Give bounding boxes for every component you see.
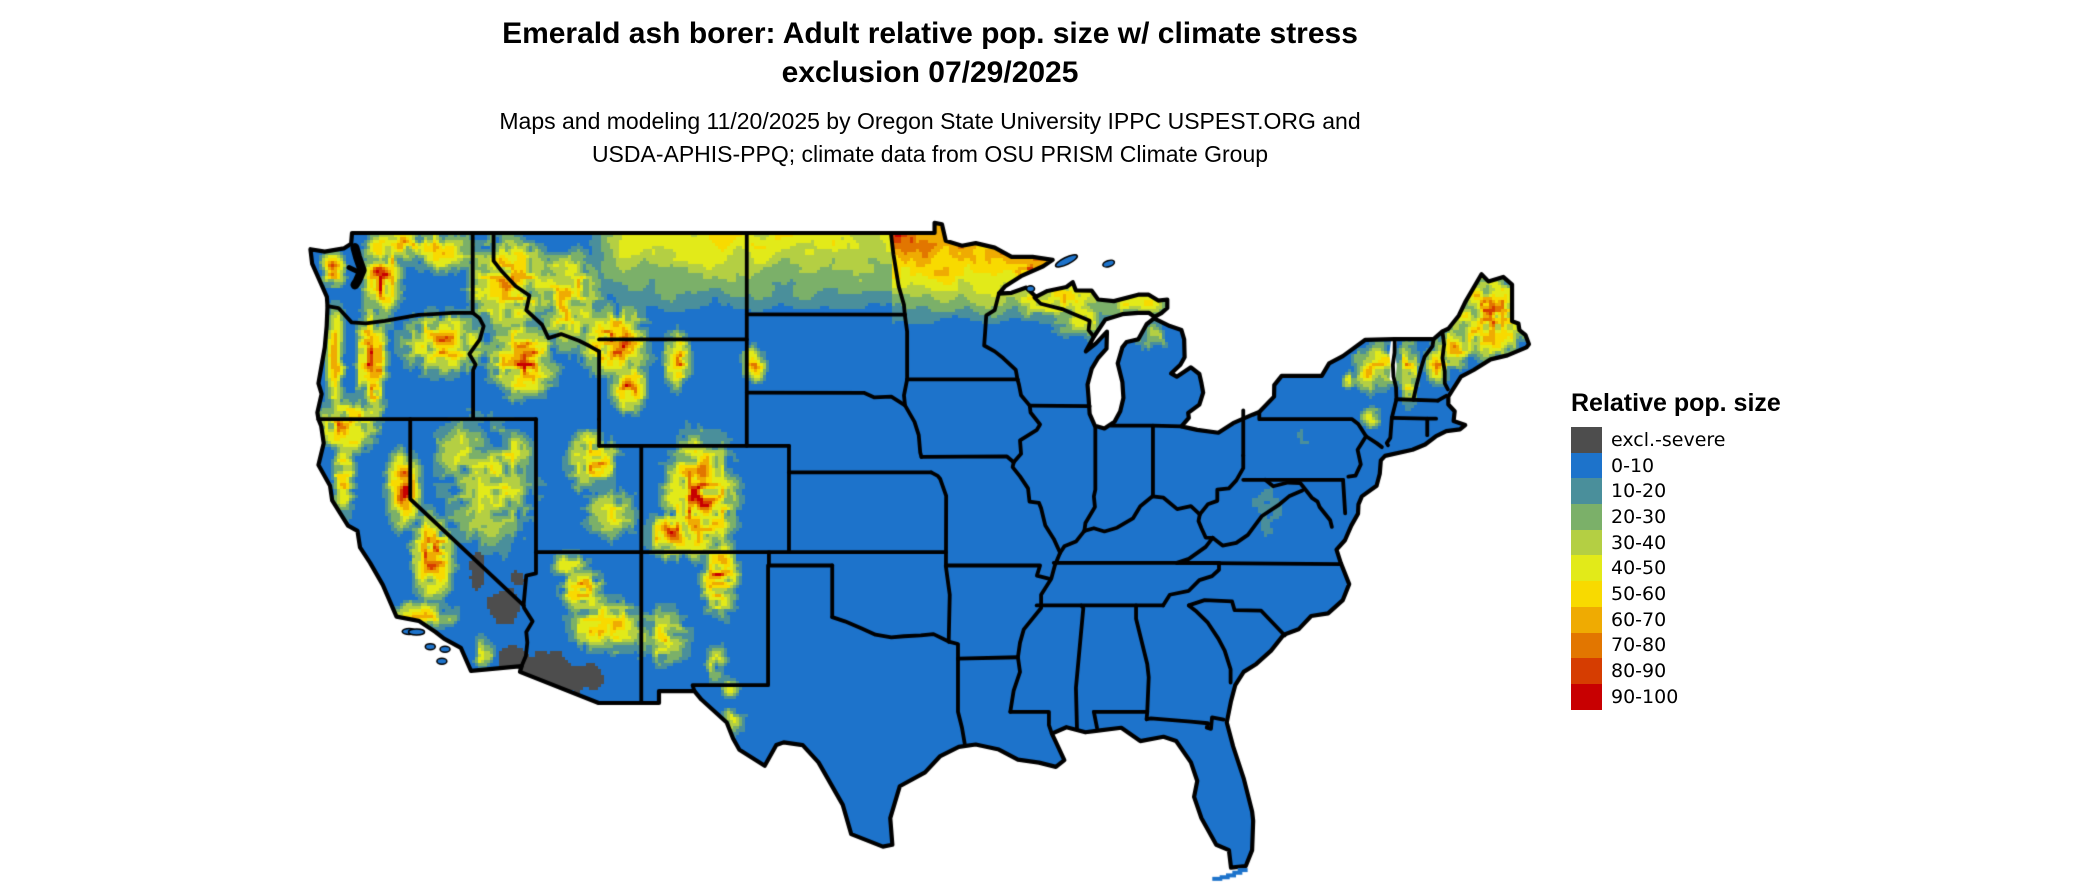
legend-item: 30-40: [1571, 529, 1781, 556]
legend-swatch: [1571, 683, 1602, 710]
page-title: Emerald ash borer: Adult relative pop. s…: [0, 14, 1860, 92]
legend-label: 60-70: [1611, 608, 1667, 631]
legend-label: 80-90: [1611, 660, 1667, 683]
header: Emerald ash borer: Adult relative pop. s…: [0, 14, 1860, 171]
legend-item: 20-30: [1571, 504, 1781, 530]
legend-swatch: [1571, 658, 1602, 684]
legend-item: 90-100: [1571, 683, 1781, 710]
legend-item: 70-80: [1571, 632, 1781, 659]
legend-title: Relative pop. size: [1571, 389, 1781, 417]
legend-label: 0-10: [1611, 454, 1655, 477]
legend-swatch: [1571, 581, 1602, 607]
legend-label: 20-30: [1611, 505, 1667, 528]
subtitle-line-1: Maps and modeling 11/20/2025 by Oregon S…: [499, 108, 1361, 134]
legend: Relative pop. size excl.-severe 0-10 10-20…: [1571, 390, 1781, 710]
legend-item: excl.-severe: [1571, 427, 1781, 453]
legend-item: 50-60: [1571, 581, 1781, 607]
legend-swatch: [1571, 632, 1602, 659]
title-line-1: Emerald ash borer: Adult relative pop. s…: [502, 17, 1358, 50]
legend-item: 80-90: [1571, 658, 1781, 684]
legend-label: 90-100: [1611, 685, 1679, 708]
legend-swatch: [1571, 555, 1602, 582]
legend-swatch: [1571, 504, 1602, 530]
page-subtitle: Maps and modeling 11/20/2025 by Oregon S…: [0, 105, 1860, 171]
legend-label: 30-40: [1611, 531, 1667, 554]
legend-item: 10-20: [1571, 478, 1781, 505]
legend-item: 40-50: [1571, 555, 1781, 582]
legend-label: excl.-severe: [1611, 428, 1726, 451]
title-line-2: exclusion 07/29/2025: [781, 56, 1079, 89]
legend-swatch: [1571, 478, 1602, 505]
legend-swatch: [1571, 427, 1602, 453]
legend-swatch: [1571, 606, 1602, 633]
legend-items: excl.-severe 0-10 10-20 20-30 30-40 40-50 50-6…: [1571, 427, 1781, 710]
legend-swatch: [1571, 452, 1602, 479]
legend-label: 70-80: [1611, 634, 1667, 657]
legend-swatch: [1571, 529, 1602, 556]
legend-item: 0-10: [1571, 452, 1781, 479]
legend-label: 40-50: [1611, 557, 1667, 580]
legend-label: 10-20: [1611, 480, 1667, 503]
legend-item: 60-70: [1571, 606, 1781, 633]
subtitle-line-2: USDA-APHIS-PPQ; climate data from OSU PR…: [591, 141, 1269, 167]
legend-label: 50-60: [1611, 582, 1667, 605]
